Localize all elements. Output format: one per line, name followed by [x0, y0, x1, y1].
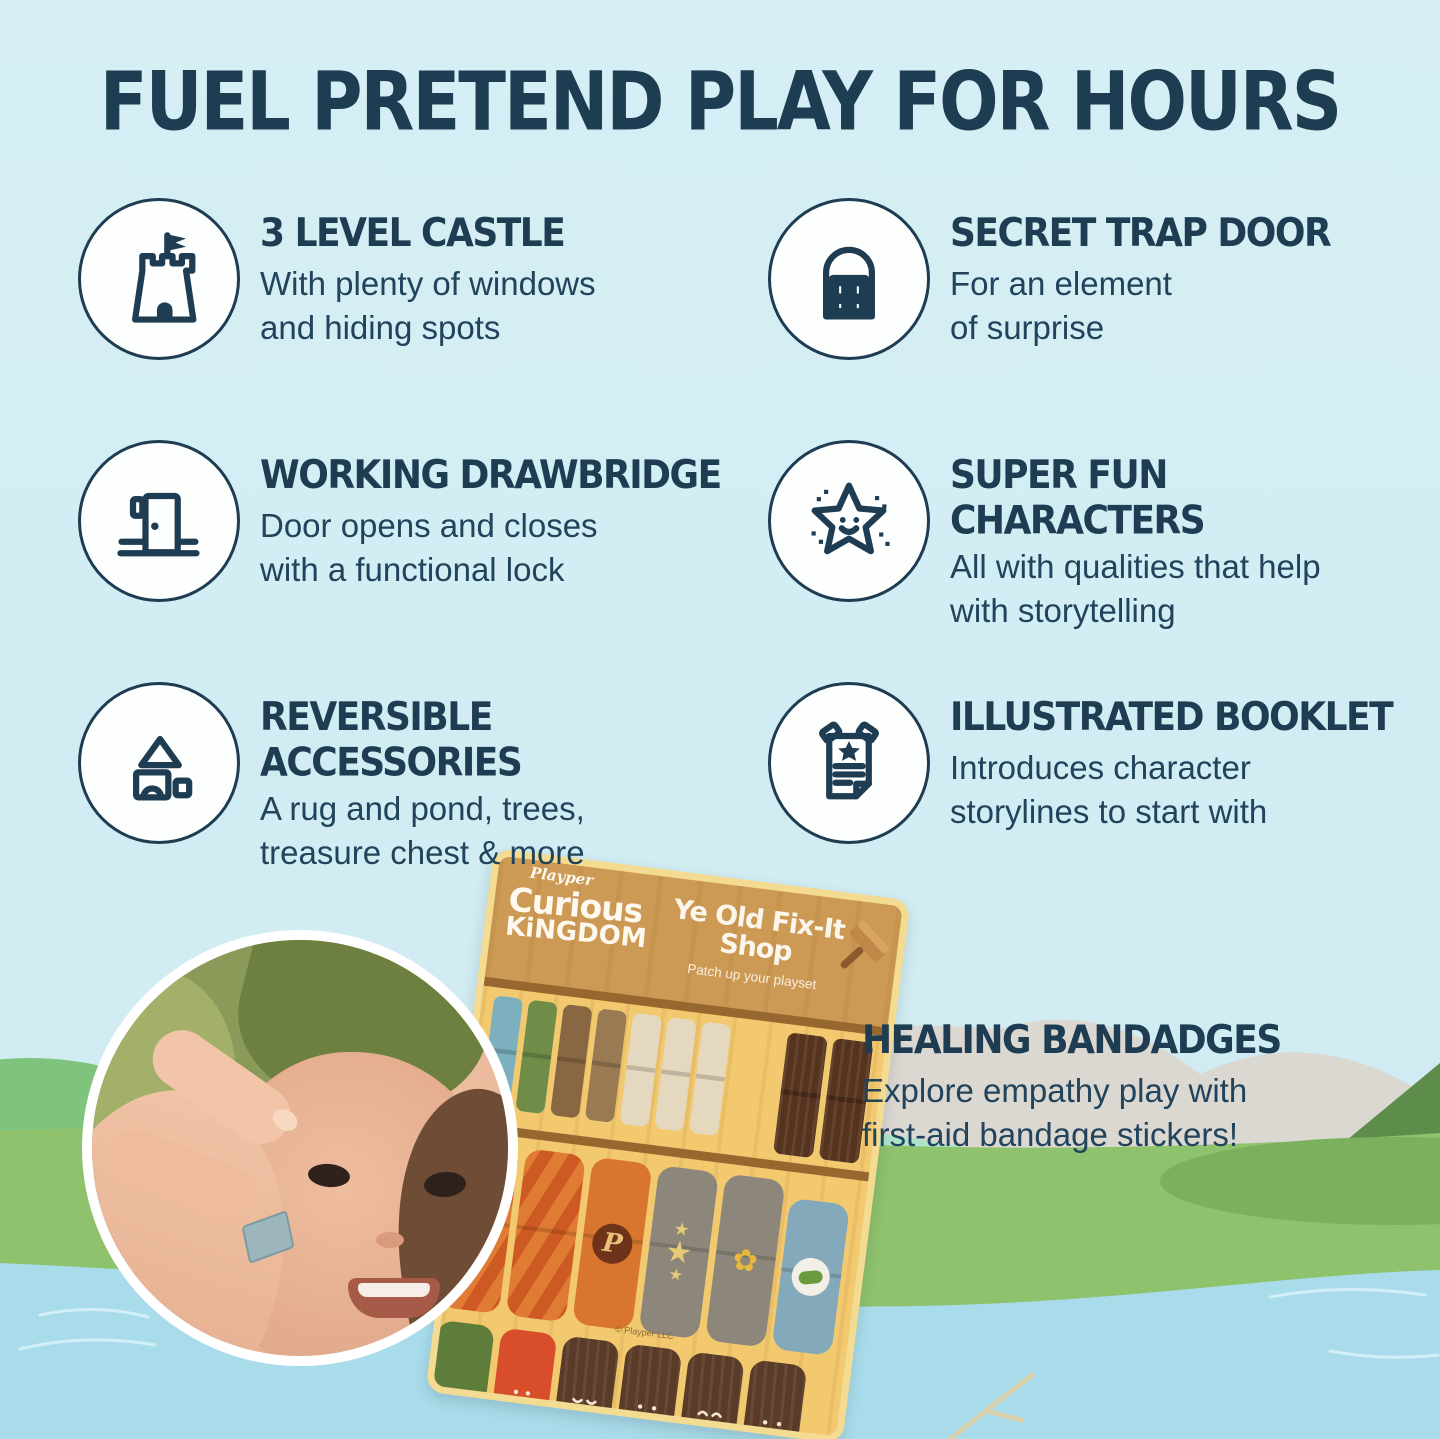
healing-heading: HEALING BANDADGES	[862, 1018, 1282, 1064]
brand-logo: Playper Curious KiNGDOM	[504, 863, 654, 954]
feature-icon-badge	[768, 198, 930, 360]
page-title: FUEL PRETEND PLAY FOR HOURS	[99, 54, 1342, 150]
feature-icon-badge	[78, 440, 240, 602]
right-dark-peak	[1330, 1063, 1440, 1154]
card-titles: Ye Old Fix-It Shop Patch up your playset	[657, 894, 855, 996]
feature-heading: ILLUSTRATED BOOKLET	[950, 695, 1394, 741]
strip-spacer	[738, 1026, 783, 1032]
trap-door-icon	[823, 246, 875, 320]
teeth-illustration	[358, 1283, 430, 1297]
feature-icon-badge	[768, 682, 930, 844]
star-icon	[811, 482, 890, 555]
bandage-flower: ✿	[704, 1173, 786, 1348]
feature-heading: SUPER FUN CHARACTERS	[950, 453, 1206, 544]
bandage-strip	[688, 1021, 732, 1137]
nose-illustration	[376, 1232, 404, 1248]
feature-3-level-castle: 3 LEVEL CASTLE With plenty of windows an…	[78, 198, 730, 360]
star-motif: ★ ★ ★	[663, 1218, 695, 1285]
feature-body: All with qualities that help with storyt…	[950, 548, 1321, 629]
feature-reversible-accessories: REVERSIBLE ACCESSORIES A rug and pond, t…	[78, 682, 730, 875]
castle-icon	[131, 232, 197, 323]
healing-bandages-block: HEALING BANDADGES Explore empathy play w…	[862, 1018, 1362, 1157]
feature-heading: WORKING DRAWBRIDGE	[260, 453, 722, 499]
feature-body: For an element of surprise	[950, 265, 1172, 346]
pickle-motif	[789, 1255, 832, 1299]
mallet-icon	[840, 920, 890, 969]
ripple	[1268, 1287, 1427, 1299]
feature-super-fun-characters: SUPER FUN CHARACTERS All with qualities …	[768, 440, 1420, 633]
feature-working-drawbridge: WORKING DRAWBRIDGE Door opens and closes…	[78, 440, 730, 602]
feature-icon-badge	[78, 682, 240, 844]
drawbridge-icon	[117, 492, 200, 557]
feature-heading: 3 LEVEL CASTLE	[260, 211, 566, 257]
feature-icon-badge	[768, 440, 930, 602]
twig	[947, 1372, 1035, 1439]
feature-icon-badge	[78, 198, 240, 360]
feature-body: Door opens and closes with a functional …	[260, 507, 598, 588]
feature-body: A rug and pond, trees, treasure chest & …	[260, 790, 585, 871]
bandage-stars: ★ ★ ★	[638, 1165, 720, 1340]
feature-heading: REVERSIBLE ACCESSORIES	[260, 695, 523, 786]
fixit-shop-card: Playper Curious KiNGDOM Ye Old Fix-It Sh…	[425, 847, 911, 1439]
feature-secret-trap-door: SECRET TRAP DOOR For an element of surpr…	[768, 198, 1420, 360]
bandage-orange-striped	[505, 1148, 587, 1323]
child-photo	[82, 930, 518, 1366]
bandage-pickle	[771, 1197, 851, 1357]
booklet-icon	[819, 721, 879, 800]
feature-body: With plenty of windows and hiding spots	[260, 265, 596, 346]
blocks-icon	[133, 735, 193, 801]
healing-body: Explore empathy play with first-aid band…	[862, 1072, 1248, 1153]
feature-body: Introduces character storylines to start…	[950, 749, 1268, 830]
card-header: Playper Curious KiNGDOM Ye Old Fix-It Sh…	[484, 855, 903, 1028]
feature-heading: SECRET TRAP DOOR	[950, 211, 1332, 257]
meadow-shadow	[1160, 1137, 1440, 1225]
bandage-logo: P	[572, 1156, 653, 1331]
flower-motif: ✿	[730, 1242, 760, 1279]
bandage-strip	[772, 1032, 828, 1159]
playper-logo-badge: P	[589, 1221, 635, 1267]
ripple	[1328, 1349, 1440, 1359]
feature-illustrated-booklet: ILLUSTRATED BOOKLET Introduces character…	[768, 682, 1420, 844]
